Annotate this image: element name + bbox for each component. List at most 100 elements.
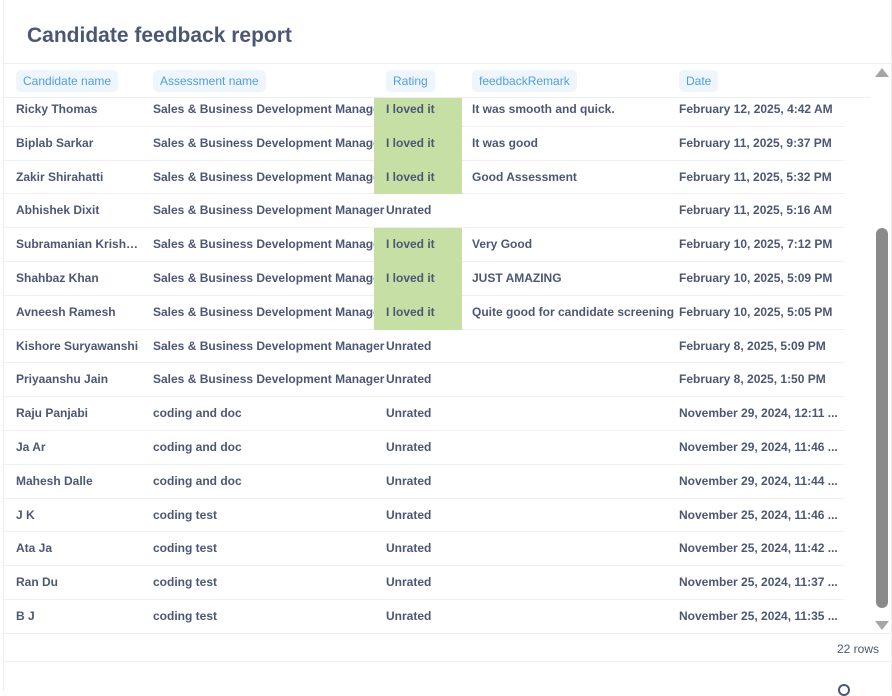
cell-feedback-remark[interactable]: Good Assessment [472,169,577,184]
cell-date[interactable]: February 10, 2025, 7:12 PM [679,237,833,252]
cell-assessment-name[interactable]: coding and doc [153,473,242,488]
column-header-candidate-name[interactable]: Candidate name [16,70,119,92]
cell-assessment-name[interactable]: coding and doc [153,406,242,421]
table-row: Ata Ja coding test Unrated November 25, 202… [4,532,844,567]
cell-feedback-remark[interactable]: Very Good [472,237,533,252]
table-row: Shahbaz Khan Sales & Business Development… [4,261,844,296]
column-header-rating[interactable]: Rating [386,70,435,92]
cell-candidate-name[interactable]: Subramanian Krishn... [16,237,141,252]
cell-date[interactable]: February 8, 2025, 5:09 PM [679,338,826,353]
cell-candidate-name[interactable]: Ricky Thomas [16,102,98,116]
cell-feedback-remark[interactable]: It was smooth and quick. [472,102,615,116]
cell-rating[interactable]: Unrated [386,203,432,218]
table-row: J K coding test Unrated November 25, 2024, … [4,499,844,533]
cell-date[interactable]: February 11, 2025, 5:16 AM [679,203,832,218]
cell-date[interactable]: February 11, 2025, 5:32 PM [679,169,832,184]
cell-candidate-name[interactable]: Raju Panjabi [16,406,89,421]
cell-rating[interactable]: I loved it [374,160,462,195]
cell-date[interactable]: November 25, 2024, 11:42 ... [679,541,838,556]
cell-rating[interactable]: I loved it [374,228,462,262]
cell-assessment-name[interactable]: Sales & Business Development Manager [153,169,385,184]
cell-rating[interactable]: Unrated [386,372,432,387]
table-row: Subramanian Krishn... Sales & Business De… [4,228,844,262]
cell-date[interactable]: November 25, 2024, 11:46 ... [679,507,838,522]
cell-assessment-name[interactable]: coding test [153,507,218,522]
cell-assessment-name[interactable]: coding test [153,575,218,590]
vertical-scrollbar[interactable] [875,68,889,630]
cell-date[interactable]: February 10, 2025, 5:05 PM [679,304,833,319]
cell-date[interactable]: November 25, 2024, 11:35 ... [679,608,838,623]
table-row: Abhishek Dixit Sales & Business Developme… [4,194,844,229]
table-body: Ricky Thomas Sales & Business Development… [4,98,844,633]
table-row: Biplab Sarkar Sales & Business Developmen… [4,126,844,161]
cell-candidate-name[interactable]: Shahbaz Khan [16,270,99,285]
cell-date[interactable]: February 11, 2025, 9:37 PM [679,135,832,150]
cell-feedback-remark[interactable]: It was good [472,135,538,150]
cell-rating[interactable]: Unrated [386,541,432,556]
table-footer: 22 rows [4,633,891,662]
table-row: Mahesh Dalle coding and doc Unrated Novembe… [4,465,844,499]
cell-candidate-name[interactable]: Zakir Shirahatti [16,169,104,184]
cell-candidate-name[interactable]: Ja Ar [16,439,46,454]
cell-assessment-name[interactable]: Sales & Business Development Manager [153,338,385,353]
cell-rating[interactable]: I loved it [374,98,462,127]
cell-rating[interactable]: I loved it [374,295,462,330]
column-header-feedback-remark[interactable]: feedbackRemark [472,70,577,92]
cell-assessment-name[interactable]: coding test [153,541,218,556]
cell-assessment-name[interactable]: Sales & Business Development Manager [153,237,385,252]
cell-candidate-name[interactable]: Mahesh Dalle [16,473,93,488]
cell-date[interactable]: February 10, 2025, 5:09 PM [679,270,833,285]
table-row: Kishore Suryawanshi Sales & Business Deve… [4,330,844,364]
cell-rating[interactable]: Unrated [386,439,432,454]
cell-assessment-name[interactable]: coding and doc [153,439,242,454]
cell-assessment-name[interactable]: Sales & Business Development Manager [153,270,385,285]
cell-assessment-name[interactable]: Sales & Business Development Manager [153,372,385,387]
cell-rating[interactable]: I loved it [374,261,462,296]
cell-rating[interactable]: Unrated [386,406,432,421]
cell-assessment-name[interactable]: Sales & Business Development Manager [153,203,385,218]
cell-date[interactable]: February 12, 2025, 4:42 AM [679,102,833,116]
cell-feedback-remark[interactable]: Quite good for candidate screening [472,304,675,319]
table-header: Candidate name Assessment name Rating fe… [4,64,871,98]
cell-candidate-name[interactable]: Priyaanshu Jain [16,372,109,387]
cell-rating[interactable]: Unrated [386,575,432,590]
table-row: Avneesh Ramesh Sales & Business Developme… [4,295,844,330]
cell-candidate-name[interactable]: J K [16,507,35,522]
scroll-down-icon[interactable] [875,621,889,630]
cell-candidate-name[interactable]: Avneesh Ramesh [16,304,116,319]
column-header-date[interactable]: Date [679,70,719,92]
search-icon[interactable] [838,684,850,696]
cell-rating[interactable]: Unrated [386,338,432,353]
cell-assessment-name[interactable]: coding test [153,608,218,623]
cell-candidate-name[interactable]: Ata Ja [16,541,53,556]
cell-candidate-name[interactable]: Ran Du [16,575,58,590]
cell-rating[interactable]: Unrated [386,507,432,522]
cell-rating[interactable]: Unrated [386,473,432,488]
cell-candidate-name[interactable]: Biplab Sarkar [16,135,94,150]
cell-rating[interactable]: Unrated [386,608,432,623]
table-row: B J coding test Unrated November 25, 2024, … [4,600,844,633]
cell-date[interactable]: November 29, 2024, 11:46 ... [679,439,838,454]
scrollbar-thumb[interactable] [876,228,888,608]
table-row: Ricky Thomas Sales & Business Development… [4,98,844,127]
cell-candidate-name[interactable]: B J [16,608,35,623]
table-row: Zakir Shirahatti Sales & Business Develop… [4,160,844,195]
page-title: Candidate feedback report [27,24,292,47]
cell-assessment-name[interactable]: Sales & Business Development Manager [153,135,385,150]
table-row: Ran Du coding test Unrated November 25, 202… [4,566,844,600]
table-row: Ja Ar coding and doc Unrated November 29, 2… [4,431,844,465]
cell-feedback-remark[interactable]: JUST AMAZING [472,270,562,285]
scroll-up-icon[interactable] [875,68,889,77]
cell-date[interactable]: November 25, 2024, 11:37 ... [679,575,838,590]
cell-date[interactable]: November 29, 2024, 12:11 ... [679,406,838,421]
divider [4,63,891,64]
cell-assessment-name[interactable]: Sales & Business Development Manager [153,304,385,319]
table-row: Raju Panjabi coding and doc Unrated Novembe… [4,397,844,431]
cell-date[interactable]: February 8, 2025, 1:50 PM [679,372,826,387]
cell-candidate-name[interactable]: Abhishek Dixit [16,203,100,218]
column-header-assessment-name[interactable]: Assessment name [153,70,266,92]
cell-candidate-name[interactable]: Kishore Suryawanshi [16,338,139,353]
cell-date[interactable]: November 29, 2024, 11:44 ... [679,473,838,488]
cell-rating[interactable]: I loved it [374,126,462,161]
cell-assessment-name[interactable]: Sales & Business Development Manager [153,102,385,116]
